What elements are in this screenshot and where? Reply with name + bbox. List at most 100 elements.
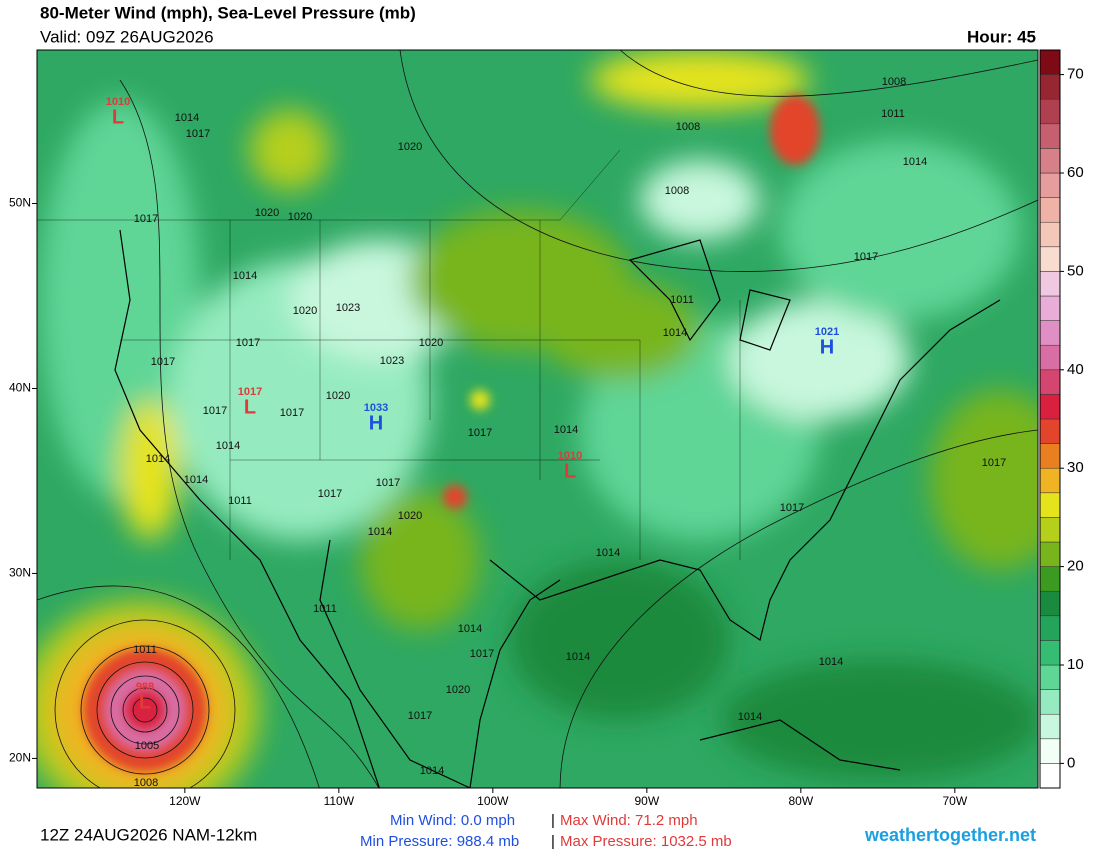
colorbar-tick-label: 60 bbox=[1067, 164, 1084, 181]
colorbar-bin bbox=[1039, 713, 1061, 740]
isobar-label: 1017 bbox=[468, 427, 492, 439]
lat-label: 30N bbox=[9, 566, 31, 580]
valid-time: Valid: 09Z 26AUG2026 bbox=[40, 27, 214, 46]
lon-label: 110W bbox=[324, 794, 355, 808]
colorbar-bin bbox=[1039, 615, 1061, 641]
isobar-label: 1011 bbox=[313, 603, 337, 615]
colorbar-bin bbox=[1039, 295, 1061, 321]
lon-label: 80W bbox=[788, 794, 813, 808]
colorbar-bin bbox=[1039, 369, 1061, 395]
colorbar-bin bbox=[1039, 49, 1061, 75]
pressure-center-value: 1021 bbox=[815, 326, 839, 338]
pressure-center-symbol: L bbox=[564, 460, 576, 482]
lon-label: 70W bbox=[942, 794, 967, 808]
isobar-label: 1017 bbox=[408, 710, 432, 722]
map-frame bbox=[36, 49, 1039, 789]
isobar-label: 1017 bbox=[236, 337, 260, 349]
lat-label: 40N bbox=[9, 381, 31, 395]
isobar-label: 1011 bbox=[670, 294, 694, 306]
isobar-label: 1017 bbox=[134, 213, 158, 225]
pressure-center-value: 1010 bbox=[558, 450, 582, 462]
colorbar-bin bbox=[1039, 590, 1061, 617]
colorbar-tick-label: 10 bbox=[1067, 656, 1084, 673]
colorbar-bin bbox=[1039, 221, 1061, 248]
isobar-label: 1023 bbox=[336, 302, 360, 314]
isobar-label: 1014 bbox=[184, 474, 208, 486]
pressure-center-symbol: L bbox=[139, 691, 151, 713]
isobar-label: 1014 bbox=[903, 156, 927, 168]
isobar-label: 1014 bbox=[566, 651, 590, 663]
pressure-center-symbol: H bbox=[820, 336, 834, 358]
isobar-label: 1020 bbox=[419, 337, 443, 349]
min-pressure: Min Pressure: 988.4 mb bbox=[360, 833, 519, 850]
site-name: weathertogether.net bbox=[864, 825, 1036, 845]
isobar-label: 1014 bbox=[596, 547, 620, 559]
isobar-label: 1017 bbox=[318, 488, 342, 500]
isobar-label: 1011 bbox=[133, 644, 157, 656]
separator: | bbox=[551, 833, 555, 850]
isobar-label: 1008 bbox=[134, 777, 158, 789]
separator: | bbox=[551, 812, 555, 829]
colorbar-frame bbox=[1039, 49, 1061, 789]
isobar-label: 1020 bbox=[326, 390, 350, 402]
colorbar-bin bbox=[1039, 74, 1061, 100]
lat-label: 50N bbox=[9, 196, 31, 210]
lat-label: 20N bbox=[9, 751, 31, 765]
isobar-label: 1020 bbox=[398, 141, 422, 153]
isobar-label: 1014 bbox=[458, 623, 482, 635]
pressure-center-value: 1017 bbox=[238, 386, 262, 398]
colorbar-tick-label: 70 bbox=[1067, 66, 1084, 83]
isobar-label: 1017 bbox=[186, 128, 210, 140]
isobar-label: 1011 bbox=[881, 108, 905, 120]
isobar-label: 1008 bbox=[676, 121, 700, 133]
colorbar-bin bbox=[1039, 148, 1061, 174]
isobar-label: 1020 bbox=[446, 684, 470, 696]
isobar-label: 1017 bbox=[203, 405, 227, 417]
lon-label: 120W bbox=[169, 794, 201, 808]
colorbar-tick-label: 50 bbox=[1067, 262, 1084, 279]
colorbar-bin bbox=[1039, 98, 1061, 125]
pressure-center-value: 1010 bbox=[106, 96, 130, 108]
colorbar-bin bbox=[1039, 738, 1061, 764]
colorbar-bin bbox=[1039, 763, 1061, 789]
pressure-center-symbol: H bbox=[369, 412, 383, 434]
isobar-label: 1014 bbox=[146, 453, 170, 465]
title: 80-Meter Wind (mph), Sea-Level Pressure … bbox=[40, 3, 416, 22]
isobar-label: 1014 bbox=[819, 656, 843, 668]
isobar-label: 1014 bbox=[368, 526, 392, 538]
colorbar-bin bbox=[1039, 320, 1061, 346]
lon-label: 100W bbox=[477, 794, 509, 808]
isobar-label: 1014 bbox=[554, 424, 578, 436]
isobar-label: 1014 bbox=[216, 440, 240, 452]
model-run: 12Z 24AUG2026 NAM-12km bbox=[40, 825, 257, 844]
max-pressure: Max Pressure: 1032.5 mb bbox=[560, 833, 732, 850]
colorbar-bin bbox=[1039, 344, 1061, 371]
colorbar-bin bbox=[1039, 467, 1061, 494]
forecast-hour: Hour: 45 bbox=[967, 27, 1036, 46]
isobar-label: 1020 bbox=[398, 510, 422, 522]
lon-label: 90W bbox=[634, 794, 659, 808]
colorbar-tick-label: 20 bbox=[1067, 558, 1084, 575]
isobar-label: 1014 bbox=[663, 327, 687, 339]
colorbar-bin bbox=[1039, 172, 1061, 198]
isobar-label: 1014 bbox=[175, 112, 199, 124]
isobar-label: 1005 bbox=[135, 740, 159, 752]
colorbar-bin bbox=[1039, 517, 1061, 543]
isobar-label: 1017 bbox=[470, 648, 494, 660]
colorbar-bin bbox=[1039, 566, 1061, 592]
max-wind: Max Wind: 71.2 mph bbox=[560, 812, 698, 829]
colorbar-bin bbox=[1039, 664, 1061, 690]
colorbar-bin bbox=[1039, 123, 1061, 149]
isobar-label: 1017 bbox=[854, 251, 878, 263]
colorbar-bin bbox=[1039, 394, 1061, 420]
colorbar-bin bbox=[1039, 418, 1061, 444]
colorbar-bin bbox=[1039, 640, 1061, 666]
colorbar-bin bbox=[1039, 443, 1061, 469]
colorbar-bin bbox=[1039, 689, 1061, 715]
isobar-label: 1008 bbox=[665, 185, 689, 197]
colorbar-bin bbox=[1039, 541, 1061, 567]
colorbar-tick-label: 40 bbox=[1067, 361, 1084, 378]
pressure-center-symbol: L bbox=[244, 396, 256, 418]
min-wind: Min Wind: 0.0 mph bbox=[390, 812, 515, 829]
isobar-label: 1017 bbox=[780, 502, 804, 514]
